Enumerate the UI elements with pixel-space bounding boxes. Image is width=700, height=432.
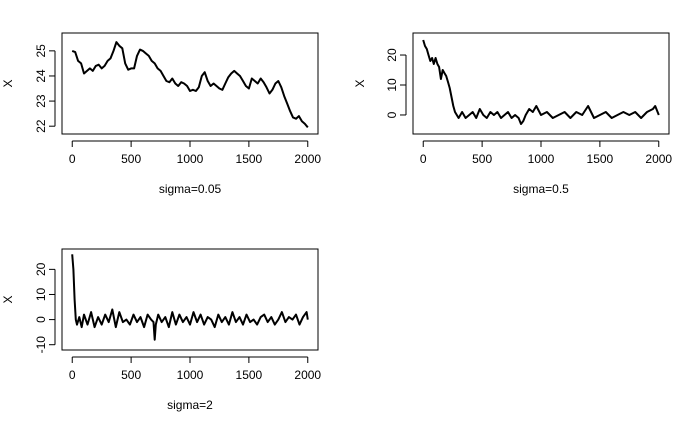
y-tick-label: 0 [385,111,399,118]
y-tick-label: 23 [34,94,48,108]
series-line [71,41,309,129]
x-axis: 0 500 1000 1500 2000 [69,140,321,166]
x-axis-label: sigma=2 [167,398,213,412]
y-tick-label: 20 [34,262,48,276]
x-tick-label: 2000 [645,152,672,166]
x-tick-label: 2000 [294,152,321,166]
y-axis: 22 23 24 25 [34,44,56,133]
x-axis: 0 500 1000 1500 2000 [69,356,321,382]
y-axis-label: X [1,79,15,87]
x-tick-label: 2000 [294,368,321,382]
x-axis-label: sigma=0.5 [513,182,569,196]
y-axis-label: X [353,79,367,87]
x-tick-label: 1000 [528,152,555,166]
plot-panel-2: 0 500 1000 1500 2000 0 10 20 sigma=0.5 X [353,32,672,196]
y-axis-label: X [1,295,15,303]
x-axis-label: sigma=0.05 [159,182,222,196]
plot-panel-3: 0 500 1000 1500 2000 -10 0 10 20 sigma=2 X [1,248,321,412]
x-tick-label: 500 [472,152,492,166]
x-tick-label: 0 [69,152,76,166]
plot-box [412,32,670,135]
plot-box [61,32,319,135]
plot-panel-1: 0 500 1000 1500 2000 22 23 24 25 sigma=0.05 X [1,32,321,196]
x-tick-label: 1500 [236,152,263,166]
x-tick-label: 1000 [177,368,204,382]
series-line [71,254,309,341]
series-line [422,39,660,125]
y-tick-label: 24 [34,69,48,83]
y-tick-label: 25 [34,44,48,58]
x-tick-label: 0 [420,152,427,166]
y-tick-label: -10 [34,336,48,354]
y-tick-label: 0 [34,316,48,323]
x-axis: 0 500 1000 1500 2000 [420,140,672,166]
y-axis: 0 10 20 [385,48,407,118]
x-tick-label: 500 [121,152,141,166]
y-axis: -10 0 10 20 [34,262,56,354]
x-tick-label: 1500 [236,368,263,382]
x-tick-label: 1500 [587,152,614,166]
y-tick-label: 22 [34,119,48,133]
x-tick-label: 1000 [177,152,204,166]
y-tick-label: 20 [385,48,399,62]
x-tick-label: 500 [121,368,141,382]
y-tick-label: 10 [34,287,48,301]
y-tick-label: 10 [385,78,399,92]
x-tick-label: 0 [69,368,76,382]
plot-box [61,248,319,351]
